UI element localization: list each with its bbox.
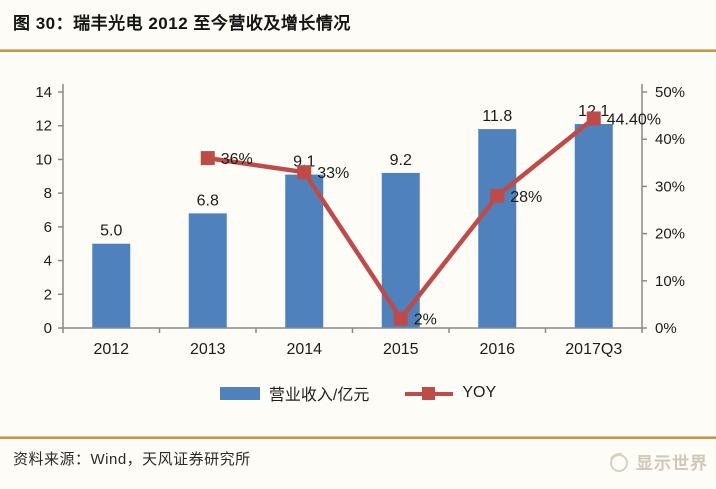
left-axis-tick-label: 8 <box>44 185 52 202</box>
yoy-value-label: 44.40% <box>607 111 661 128</box>
left-axis-tick-label: 10 <box>35 151 52 168</box>
source-note: 资料来源：Wind，天风证券研究所 <box>13 451 251 468</box>
yoy-value-label: 28% <box>510 189 542 206</box>
bar-value-label: 5.0 <box>100 223 122 240</box>
right-axis-tick-label: 40% <box>655 131 685 148</box>
bar-2017Q3 <box>574 124 613 329</box>
yoy-marker-2014 <box>297 165 312 180</box>
brand-name: 显示世界 <box>636 454 708 473</box>
bar-2016 <box>478 129 517 328</box>
bar-value-label: 9.2 <box>390 152 412 169</box>
figure-title: 图 30：瑞丰光电 2012 至今营收及增长情况 <box>13 14 351 33</box>
chart-area: 0 2 4 6 8 10 12 14 0% 10% 20% 30% 40% 50% 2012 2013 2014… <box>0 60 716 380</box>
revenue-bar-swatch-icon <box>219 386 260 400</box>
yoy-line-swatch-icon <box>405 386 454 401</box>
footer-divider-line <box>0 436 716 439</box>
yoy-value-label: 36% <box>221 151 253 168</box>
left-axis-tick-label: 0 <box>44 320 52 337</box>
yoy-value-label: 33% <box>317 165 349 182</box>
bar-value-label: 6.8 <box>197 192 219 209</box>
bar-2014 <box>285 174 324 328</box>
chart-legend: 营业收入/亿元 YOY <box>0 381 716 405</box>
bar-2012 <box>92 243 131 328</box>
left-axis-tick-label: 6 <box>44 219 52 236</box>
left-axis-tick-label: 4 <box>44 253 52 270</box>
bar-2013 <box>188 213 227 328</box>
yoy-marker-2017Q3 <box>586 111 601 126</box>
left-axis-tick-label: 14 <box>35 84 52 101</box>
x-category-label: 2016 <box>479 341 515 358</box>
legend-item-yoy: YOY <box>405 384 496 402</box>
legend-label-yoy: YOY <box>462 384 497 401</box>
yoy-marker-2013 <box>200 151 215 166</box>
bar-value-label: 11.8 <box>482 108 512 125</box>
legend-label-revenue: 营业收入/亿元 <box>268 387 370 404</box>
right-axis-tick-label: 20% <box>655 226 685 243</box>
x-category-label: 2013 <box>190 341 226 358</box>
x-category-label: 2015 <box>383 341 419 358</box>
right-axis-tick-label: 30% <box>655 178 685 195</box>
revenue-growth-chart: 0 2 4 6 8 10 12 14 0% 10% 20% 30% 40% 50% 2012 2013 2014… <box>35 84 685 358</box>
x-category-label: 2014 <box>286 341 322 358</box>
legend-item-revenue: 营业收入/亿元 <box>219 381 370 405</box>
left-axis-tick-label: 2 <box>44 286 52 303</box>
yoy-marker-2015 <box>393 311 408 326</box>
title-divider-line <box>0 49 716 52</box>
yoy-marker-2016 <box>490 188 505 203</box>
x-category-label: 2012 <box>93 341 129 358</box>
left-axis-tick-label: 12 <box>35 118 52 135</box>
brand-watermark: 显示世界 <box>607 449 708 474</box>
right-axis-tick-label: 50% <box>655 84 685 101</box>
right-axis-tick-label: 0% <box>655 320 677 337</box>
brand-globe-icon <box>610 452 628 472</box>
right-axis-tick-label: 10% <box>655 273 685 290</box>
yoy-value-label: 2% <box>414 312 437 329</box>
x-category-label: 2017Q3 <box>565 341 622 358</box>
